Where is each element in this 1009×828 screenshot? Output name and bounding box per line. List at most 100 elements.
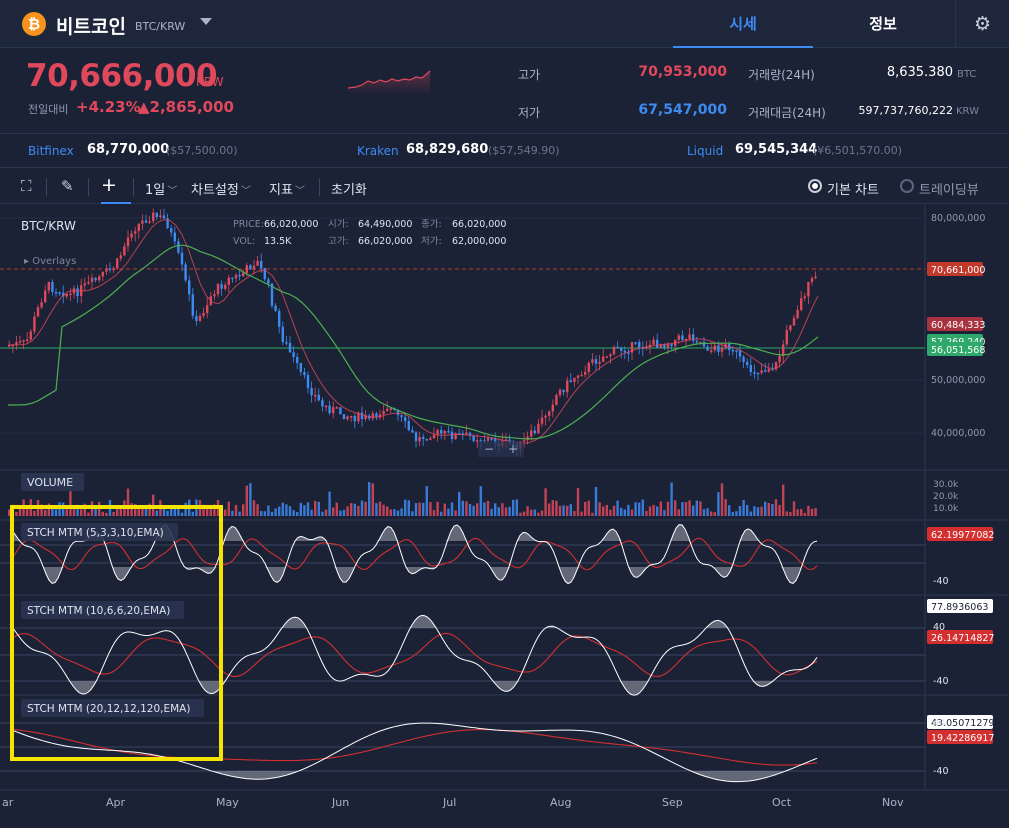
tradingview-radio[interactable]	[900, 179, 914, 193]
candle	[202, 307, 205, 319]
high-value: 66,020,000	[358, 236, 412, 247]
candle	[62, 285, 65, 304]
tab-price[interactable]: 시세	[673, 0, 813, 48]
volume-bar	[285, 504, 288, 516]
tab-info[interactable]: 정보	[869, 15, 897, 33]
volume-bar	[519, 512, 522, 516]
candle	[191, 287, 194, 320]
volume-bar	[591, 512, 594, 516]
stoch-panel-1	[9, 524, 818, 585]
vol-label: VOL:	[233, 236, 255, 247]
candle	[807, 281, 810, 305]
volume-bar	[537, 512, 540, 516]
high-label: 고가	[518, 68, 541, 82]
candle	[616, 341, 619, 349]
volume-bar	[504, 507, 508, 516]
candle	[65, 293, 68, 300]
candle	[101, 271, 104, 282]
coin-select-chevron-down-icon[interactable]	[200, 18, 212, 25]
candle	[789, 324, 792, 333]
volume-bar	[324, 509, 328, 516]
candle	[760, 363, 763, 375]
volume-bar	[796, 509, 799, 516]
expand-icon[interactable]: ⛶	[21, 177, 32, 195]
interval-label: 1일	[145, 183, 166, 198]
interval-select[interactable]: 1일 ﹀	[145, 179, 177, 198]
volume-bar	[634, 502, 637, 516]
pencil-icon[interactable]: ✎	[61, 177, 74, 195]
volume-bar	[22, 499, 25, 516]
chevron-down-icon: ﹀	[294, 186, 305, 197]
candle	[425, 438, 428, 442]
candle	[123, 242, 126, 257]
candle	[306, 371, 310, 394]
candle	[360, 406, 364, 427]
volume-bar	[551, 500, 554, 516]
stoch-2-tick: -40	[933, 676, 949, 687]
volume-bar	[116, 508, 119, 516]
candle	[670, 343, 673, 350]
reset-button[interactable]: 초기화	[331, 183, 367, 198]
volume-bar	[789, 512, 792, 516]
volume-bar	[306, 502, 310, 516]
chart-canvas[interactable]: BTC/KRW ▸ Overlays PRICE: 66,020,000 시가:…	[0, 205, 1009, 828]
candle	[188, 275, 191, 302]
overlays-toggle[interactable]: ▸ Overlays	[24, 256, 76, 267]
basic-chart-radio[interactable]	[808, 179, 822, 193]
volume-bar	[688, 500, 691, 516]
chart-settings-menu[interactable]: 차트설정 ﹀	[191, 179, 251, 198]
volume-bar	[710, 511, 713, 516]
volume-bar	[450, 502, 454, 516]
low-label: 저가:	[421, 236, 442, 247]
candle	[587, 361, 590, 376]
basic-chart-label[interactable]: 기본 차트	[827, 183, 879, 198]
volume-bar	[112, 511, 115, 516]
gear-icon[interactable]: ⚙	[955, 0, 1009, 48]
candle	[753, 364, 756, 379]
candle	[216, 282, 220, 298]
volume-bar	[191, 511, 194, 516]
chart-nav[interactable]: − +	[478, 441, 524, 457]
minus-icon[interactable]: −	[484, 442, 494, 456]
price-chart[interactable]: BTC/KRW ▸ Overlays PRICE: 66,020,000 시가:…	[0, 205, 1009, 828]
candle	[562, 389, 565, 396]
volume-bar	[62, 502, 65, 516]
exchange-name[interactable]: Kraken	[357, 144, 399, 158]
volume-series	[8, 482, 817, 516]
volume-bar	[396, 510, 400, 516]
tradingview-label[interactable]: 트레이딩뷰	[919, 183, 979, 198]
plus-icon[interactable]: +	[508, 442, 518, 456]
stoch-2-label: STCH MTM (10,6,6,20,EMA)	[27, 605, 170, 617]
toolbar-divider	[88, 178, 89, 196]
candle	[263, 267, 266, 282]
exchange-name[interactable]: Liquid	[687, 144, 724, 158]
candle	[285, 335, 288, 346]
candle	[58, 291, 61, 296]
signal-line	[9, 537, 818, 571]
exchange-krw: 69,545,344	[735, 142, 818, 157]
indicators-menu[interactable]: 지표 ﹀	[269, 179, 305, 198]
candle	[440, 425, 443, 440]
volume-bar	[497, 507, 500, 516]
volume-bar	[224, 509, 227, 516]
volume-bar	[749, 511, 752, 516]
candle	[584, 365, 587, 378]
candle	[378, 409, 382, 420]
candle	[530, 424, 533, 441]
crosshair-icon[interactable]: +	[101, 174, 131, 204]
candle	[170, 224, 173, 237]
volume-bar	[620, 507, 623, 516]
volume-bar	[792, 501, 796, 516]
volume-bar	[346, 506, 349, 516]
stoch-3-red-tag: 19.42286917	[931, 733, 994, 744]
exchange-name[interactable]: Bitfinex	[28, 144, 74, 158]
volume-bar	[400, 508, 403, 516]
volume-bar	[80, 509, 83, 516]
volume-24h-label: 거래량(24H)	[748, 68, 815, 82]
volume-bar	[468, 504, 472, 516]
candle	[18, 335, 22, 344]
stoch-1-label: STCH MTM (5,3,3,10,EMA)	[27, 527, 164, 539]
exchange-krw: 68,829,680	[406, 142, 489, 157]
candle	[634, 342, 637, 346]
volume-bar	[638, 502, 641, 516]
